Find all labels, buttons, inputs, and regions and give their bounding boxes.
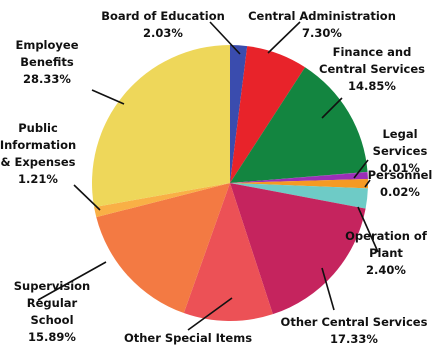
label-other_special-percent: 10.66% xyxy=(164,348,212,350)
pie-slice-5 xyxy=(230,172,368,183)
pie-slice-6 xyxy=(230,178,369,189)
pie-slice-2 xyxy=(230,67,368,183)
label-other_central-percent: 17.33% xyxy=(330,332,378,346)
pie-slice-8 xyxy=(230,183,366,315)
label-personnel: Personnel 0.02% xyxy=(368,168,433,199)
pie-slice-10 xyxy=(96,183,230,314)
leader-line-supervision xyxy=(37,261,107,301)
leader-line-other_central xyxy=(321,267,335,311)
label-central_admin-percent: 7.30% xyxy=(302,26,342,40)
label-legal-percent: 0.01% xyxy=(380,161,420,175)
label-public_info-name: Information xyxy=(0,138,76,152)
label-operation-name: Operation of xyxy=(345,229,428,243)
label-public_info-percent: 1.21% xyxy=(18,172,58,186)
label-central_admin-name: Central Administration xyxy=(248,9,396,23)
label-other_central: Other Central Services 17.33% xyxy=(281,315,428,346)
label-board: Board of Education 2.03% xyxy=(101,9,225,40)
label-public_info-name: Public xyxy=(18,121,58,135)
label-finance: Finance and Central Services 14.85% xyxy=(319,45,425,93)
leader-line-central_admin xyxy=(267,21,301,54)
pie-slice-4 xyxy=(230,172,368,183)
label-other_central-name: Other Central Services xyxy=(281,315,428,329)
leader-lines xyxy=(37,21,379,331)
label-supervision-name: Supervision xyxy=(14,279,91,293)
label-employee: Employee Benefits 28.33% xyxy=(15,38,78,86)
label-operation: Operation of Plant 2.40% xyxy=(345,229,428,277)
leader-line-public_info xyxy=(73,184,101,211)
label-supervision-name: Regular xyxy=(27,296,78,310)
pie-slice-7 xyxy=(230,183,368,209)
leader-line-legal xyxy=(353,159,369,179)
label-personnel-percent: 0.02% xyxy=(380,185,420,199)
leader-line-other_special xyxy=(187,297,233,331)
pie-slice-3 xyxy=(230,171,368,183)
label-public_info-name: & Expenses xyxy=(0,155,75,169)
label-finance-name: Finance and xyxy=(333,45,412,59)
label-finance-percent: 14.85% xyxy=(348,79,396,93)
label-board-name: Board of Education xyxy=(101,9,225,23)
label-operation-percent: 2.40% xyxy=(366,263,406,277)
leader-line-personnel xyxy=(364,179,371,188)
label-legal: Legal Services 0.01% xyxy=(373,127,428,175)
label-personnel-name: Personnel xyxy=(368,168,433,182)
pie-slice-12 xyxy=(91,45,230,208)
label-operation-name: Plant xyxy=(369,246,403,260)
leader-line-board xyxy=(209,21,241,55)
label-finance-name: Central Services xyxy=(319,62,425,76)
label-public_info: Public Information & Expenses 1.21% xyxy=(0,121,76,186)
label-supervision: Supervision Regular School 15.89% xyxy=(14,279,91,344)
label-board-percent: 2.03% xyxy=(143,26,183,40)
label-other_special: Other Special Items 10.66% xyxy=(124,331,252,350)
leader-line-finance xyxy=(321,97,343,119)
label-legal-name: Legal xyxy=(382,127,417,141)
label-employee-percent: 28.33% xyxy=(23,72,71,86)
pie-slice-0 xyxy=(230,45,248,183)
label-supervision-percent: 15.89% xyxy=(28,330,76,344)
label-legal-name: Services xyxy=(373,144,428,158)
label-supervision-name: School xyxy=(30,313,73,327)
pie-slice-1 xyxy=(230,46,306,183)
leader-line-operation xyxy=(357,206,379,253)
pie-slices xyxy=(91,45,369,322)
pie-slice-11 xyxy=(94,183,231,218)
slice-labels: Board of Education 2.03% Central Administr… xyxy=(0,9,432,350)
label-employee-name: Benefits xyxy=(20,55,74,69)
label-central_admin: Central Administration 7.30% xyxy=(248,9,396,40)
label-employee-name: Employee xyxy=(15,38,78,52)
label-other_special-name: Other Special Items xyxy=(124,331,252,345)
leader-line-employee xyxy=(91,89,125,105)
pie-slice-9 xyxy=(183,183,273,322)
